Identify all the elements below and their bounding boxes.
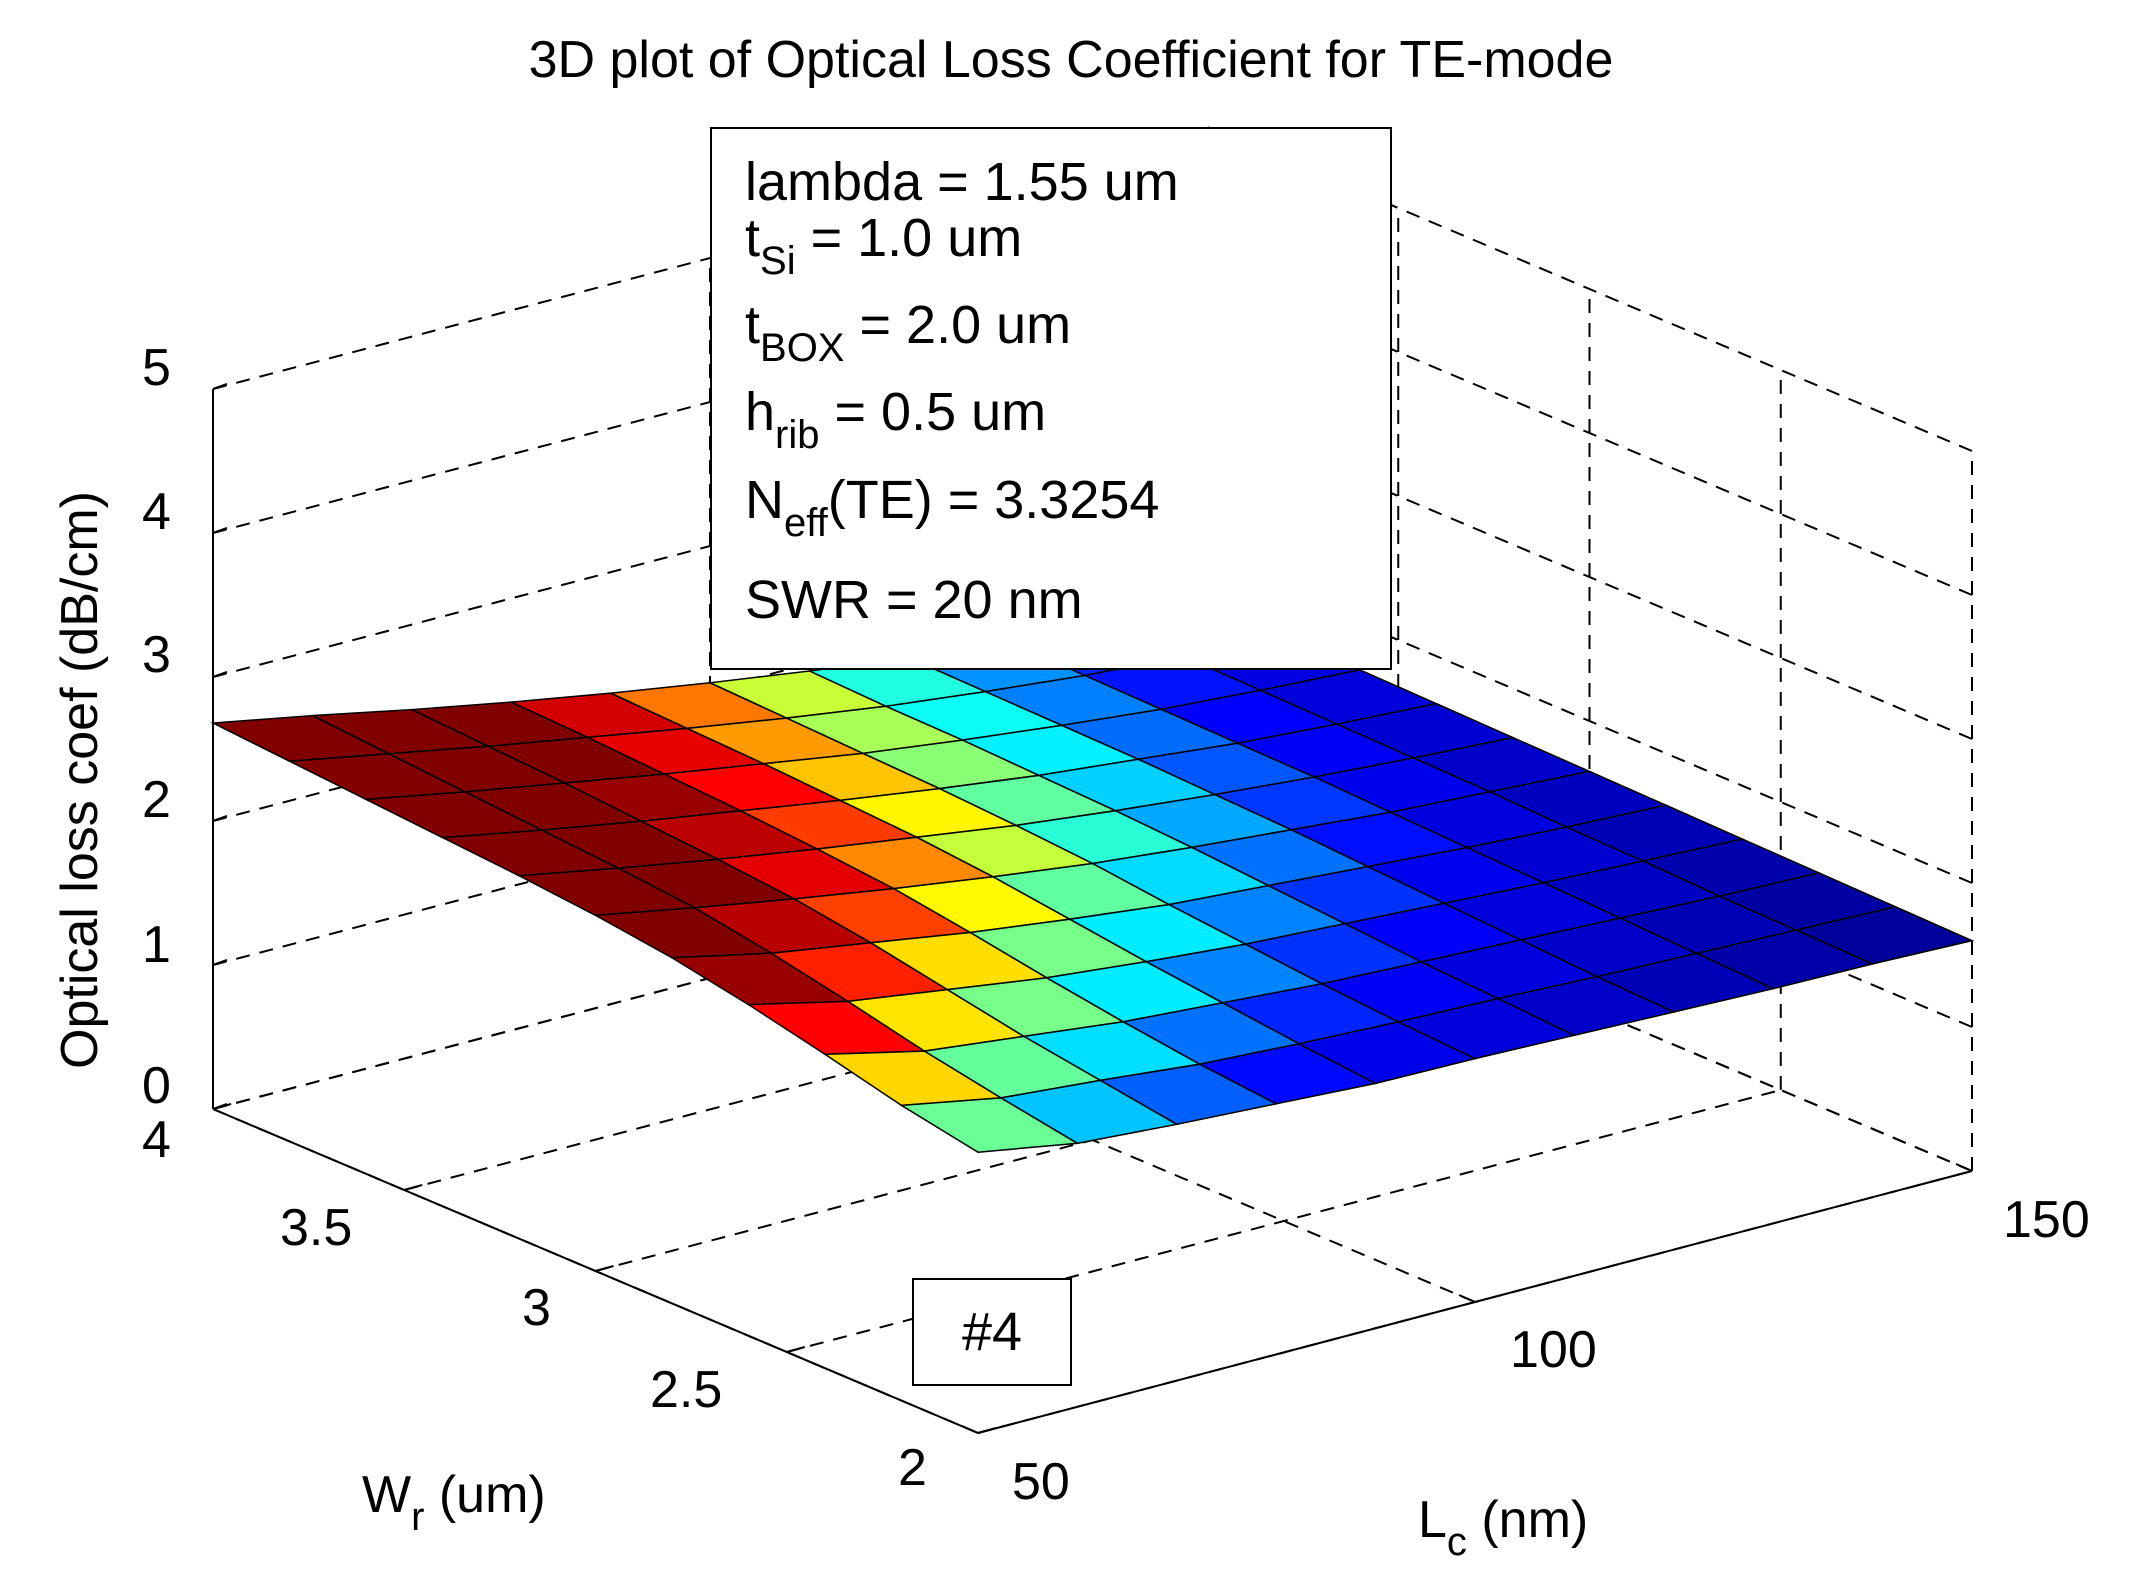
info-line-swr: SWR = 20 nm — [745, 570, 1083, 630]
y-tick-mark — [786, 1346, 806, 1353]
z-tick-label: 4 — [142, 483, 171, 541]
x-tick-label: 100 — [1510, 1321, 1597, 1379]
z-tick-mark — [212, 815, 228, 822]
grid-line — [1206, 126, 1973, 452]
z-tick-mark — [212, 671, 228, 678]
z-tick-label: 5 — [142, 339, 171, 397]
surface-patch — [899, 1097, 1080, 1153]
z-axis-label: Optical loss coef (dB/cm) — [51, 491, 109, 1069]
info-line-lambda: lambda = 1.55 um — [745, 152, 1179, 212]
x-tick-mark — [961, 1425, 979, 1434]
x-tick-mark — [1458, 1294, 1476, 1303]
z-tick-label: 0 — [142, 1057, 171, 1115]
y-tick-mark — [212, 1103, 232, 1110]
x-tick-label: 50 — [1012, 1453, 1070, 1511]
z-tick-label: 1 — [142, 916, 171, 974]
x-axis-label: Lc (nm) — [1418, 1491, 1589, 1564]
axes-lines — [212, 383, 1973, 1434]
z-tick-label: 2 — [142, 771, 171, 829]
y-tick-label: 4 — [142, 1111, 171, 1169]
surface-plot — [210, 601, 1975, 1153]
y-tick-mark — [403, 1184, 423, 1191]
z-tick-mark — [212, 959, 228, 966]
info-line-neff: Neff(TE) = 3.3254 — [745, 470, 1160, 545]
y-tick-label: 2 — [898, 1439, 927, 1497]
info-line-tbox: tBOX = 2.0 um — [745, 295, 1072, 370]
parameter-box: lambda = 1.55 um tSi = 1.0 um tBOX = 2.0… — [710, 127, 1392, 670]
y-tick-label: 2.5 — [650, 1361, 723, 1419]
z-tick-mark — [212, 383, 228, 390]
x-tick-label: 150 — [2003, 1191, 2090, 1249]
z-tick-mark — [212, 527, 228, 534]
y-tick-label: 3 — [522, 1279, 551, 1337]
chart-title: 3D plot of Optical Loss Coefficient for … — [528, 31, 1614, 89]
figure-tag: #4 — [912, 1278, 1072, 1386]
x-tick-mark — [1955, 1163, 1973, 1172]
y-tick-mark — [595, 1265, 614, 1272]
z-tick-label: 3 — [142, 626, 171, 684]
y-tick-mark — [977, 1427, 997, 1434]
y-axis-label: Wr (um) — [362, 1466, 546, 1539]
info-line-hrib: hrib = 0.5 um — [745, 382, 1047, 457]
y-tick-label: 3.5 — [280, 1199, 353, 1257]
info-line-tsi: tSi = 1.0 um — [745, 208, 1023, 283]
